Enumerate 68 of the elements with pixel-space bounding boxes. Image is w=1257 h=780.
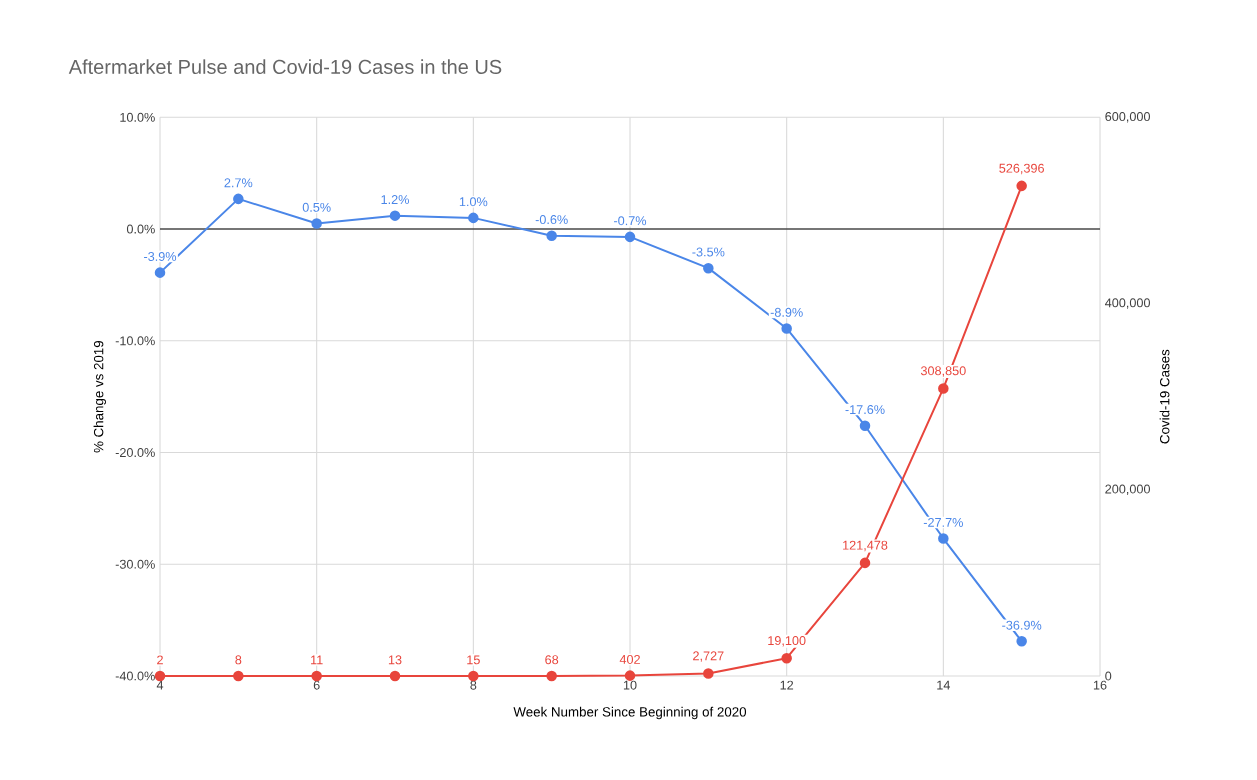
- point: [781, 323, 792, 334]
- point: [859, 557, 871, 569]
- data-label: 121,478: [843, 540, 888, 552]
- y-tick-label: -10.0%: [115, 336, 155, 346]
- y-tick-label: -30.0%: [115, 559, 155, 569]
- y-tick-label: 10.0%: [120, 112, 155, 122]
- y-tick-label: -40.0%: [115, 671, 155, 681]
- y2-tick-label: 400,000: [1105, 298, 1150, 309]
- point: [154, 267, 166, 278]
- data-label: 8: [235, 655, 242, 665]
- point: [546, 230, 557, 242]
- data-label: -17.6%: [845, 405, 885, 415]
- data-label: -0.7%: [614, 216, 647, 226]
- y-tick-label: -20.0%: [115, 448, 155, 458]
- x-axis-title: Week Number Since Beginning of 2020: [513, 706, 747, 720]
- point: [938, 533, 949, 544]
- point: [389, 670, 401, 682]
- chart-title: Aftermarket Pulse and Covid-19 Cases in the US: [68, 59, 502, 74]
- point: [859, 420, 871, 431]
- data-label: 15: [467, 655, 480, 665]
- x-tick-label: 14: [937, 680, 951, 690]
- x-tick-label: 8: [470, 680, 477, 690]
- x-tick-label: 6: [313, 680, 320, 690]
- data-label: 2.7%: [224, 178, 253, 188]
- point: [703, 668, 714, 679]
- point: [703, 262, 714, 274]
- x-tick-label: 10: [623, 680, 637, 690]
- point: [468, 670, 479, 682]
- point: [468, 212, 479, 224]
- point: [389, 210, 401, 221]
- x-tick-label: 12: [780, 680, 794, 690]
- data-label: 13: [388, 655, 402, 665]
- data-label: -3.9%: [144, 251, 177, 261]
- data-label: 68: [545, 655, 559, 665]
- data-label: 526,396: [999, 163, 1044, 175]
- data-label: 2: [157, 655, 163, 665]
- data-label: 2,727: [693, 651, 724, 662]
- x-tick-label: 16: [1093, 680, 1107, 690]
- data-label: 1.2%: [381, 195, 409, 204]
- data-label: 11: [311, 655, 323, 665]
- data-label: -3.5%: [692, 247, 725, 257]
- point: [624, 670, 636, 681]
- data-label: -0.6%: [535, 215, 568, 225]
- data-label: -8.9%: [770, 307, 803, 317]
- y2-tick-label: 200,000: [1105, 484, 1150, 496]
- point: [233, 670, 244, 682]
- data-label: 402: [619, 654, 640, 664]
- y-tick-label: 0.0%: [126, 224, 155, 234]
- point: [1016, 180, 1027, 192]
- point: [546, 670, 557, 682]
- y2-tick-label: 0: [1105, 671, 1112, 681]
- data-label: 19,100: [768, 636, 806, 647]
- data-label: 308,850: [920, 366, 966, 377]
- data-label: -36.9%: [1002, 620, 1042, 630]
- y-axis-title: % Change vs 2019: [93, 340, 106, 453]
- point: [938, 383, 949, 394]
- y2-axis-title: Covid-19 Cases: [1159, 349, 1170, 444]
- point: [311, 218, 322, 229]
- point: [233, 193, 244, 205]
- point: [624, 231, 636, 243]
- point: [311, 670, 322, 682]
- data-label: -27.7%: [923, 517, 963, 527]
- point: [1016, 636, 1027, 647]
- data-label: 1.0%: [459, 197, 488, 207]
- data-label: 0.5%: [302, 202, 331, 212]
- y2-tick-label: 600,000: [1105, 112, 1150, 123]
- point: [781, 652, 792, 664]
- x-tick-label: 4: [156, 680, 164, 690]
